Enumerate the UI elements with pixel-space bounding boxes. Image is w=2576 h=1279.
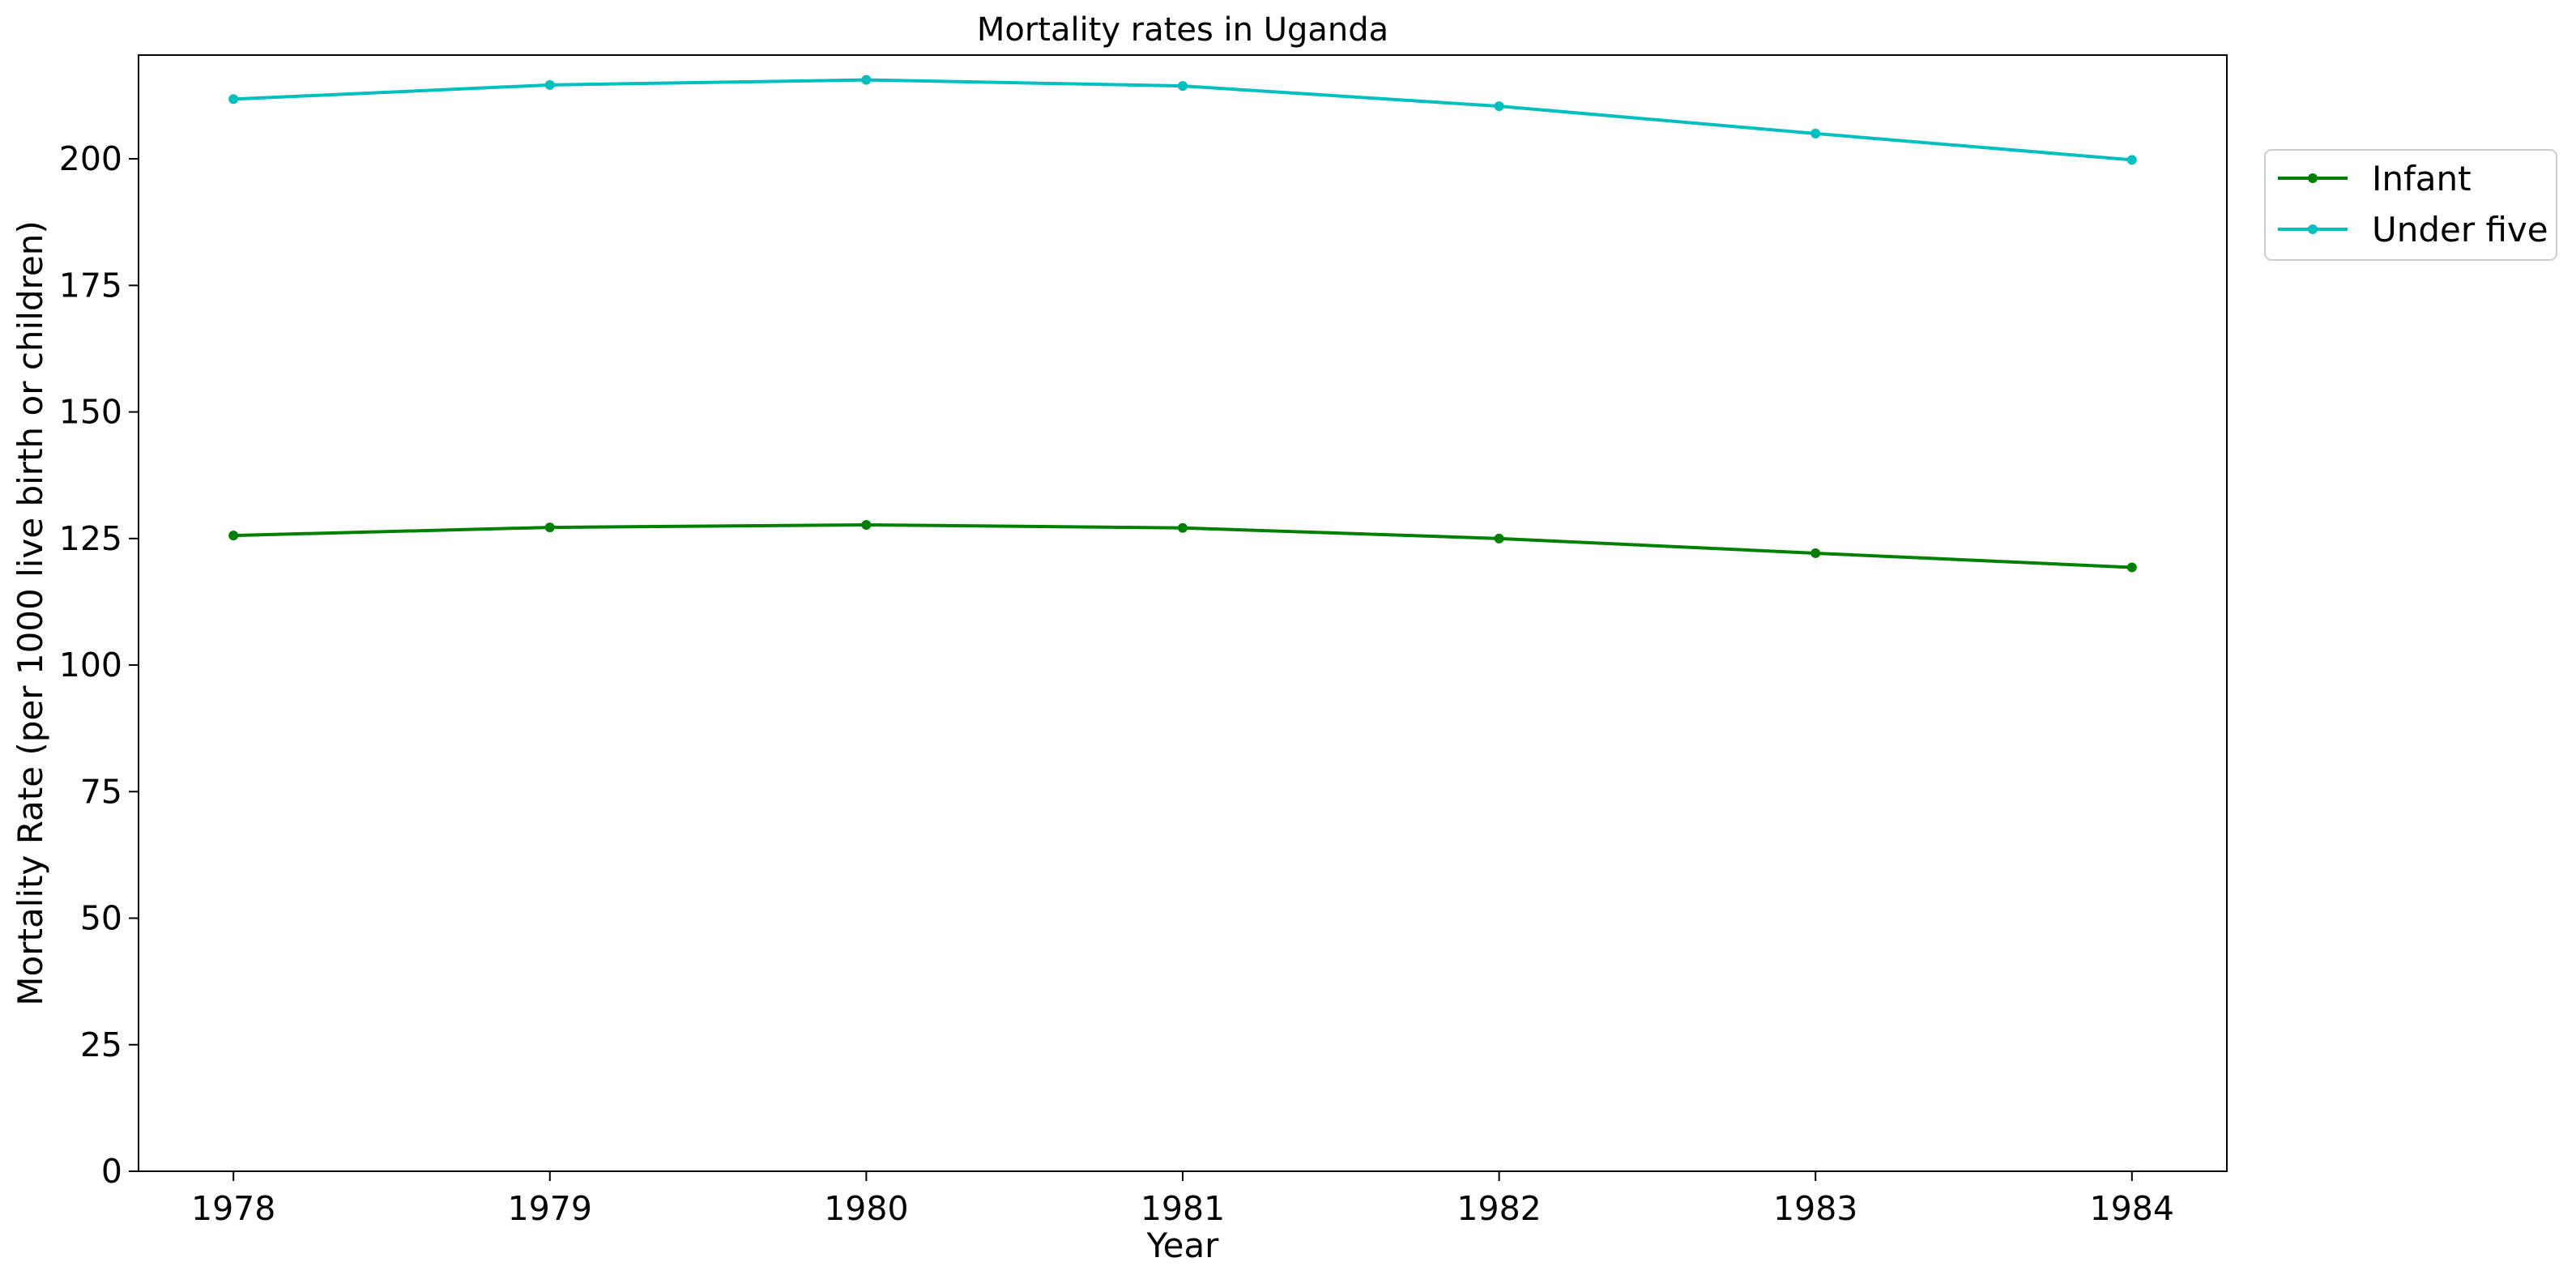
legend-marker-infant bbox=[2308, 173, 2318, 183]
series-layer bbox=[228, 75, 2137, 573]
legend-marker-under-five bbox=[2308, 224, 2318, 234]
data-point-infant bbox=[1494, 533, 1504, 544]
y-tick-label: 25 bbox=[80, 1025, 122, 1064]
x-axis-ticks: 1978 1979 1980 1981 1982 1983 1984 bbox=[191, 1171, 2174, 1228]
data-point-under-five bbox=[1178, 81, 1188, 92]
x-tick-label: 1978 bbox=[191, 1189, 275, 1228]
x-tick-label: 1982 bbox=[1456, 1189, 1541, 1228]
x-tick-label: 1984 bbox=[2090, 1189, 2174, 1228]
legend: Infant Under five bbox=[2264, 149, 2557, 261]
y-tick-label: 125 bbox=[59, 519, 122, 558]
x-tick-label: 1980 bbox=[824, 1189, 908, 1228]
y-axis-ticks: 0 25 50 75 100 125 150 175 200 bbox=[59, 139, 139, 1191]
data-point-under-five bbox=[228, 94, 239, 104]
chart-title: Mortality rates in Uganda bbox=[977, 11, 1388, 49]
legend-label-infant: Infant bbox=[2372, 159, 2472, 198]
x-tick-label: 1979 bbox=[508, 1189, 592, 1228]
y-tick-label: 150 bbox=[59, 393, 122, 432]
data-point-infant bbox=[2126, 562, 2137, 573]
y-tick-label: 50 bbox=[80, 899, 122, 938]
data-point-under-five bbox=[2126, 155, 2137, 165]
x-tick-label: 1983 bbox=[1773, 1189, 1857, 1228]
y-tick-label: 200 bbox=[59, 139, 122, 178]
data-point-infant bbox=[1810, 548, 1821, 558]
legend-label-under-five: Under five bbox=[2372, 210, 2548, 249]
data-point-infant bbox=[861, 519, 872, 530]
data-point-infant bbox=[544, 522, 555, 533]
y-tick-label: 75 bbox=[80, 772, 122, 811]
data-point-infant bbox=[228, 531, 239, 541]
data-point-under-five bbox=[544, 79, 555, 90]
plot-area-frame bbox=[138, 54, 2228, 1172]
y-tick-label: 175 bbox=[59, 266, 122, 305]
y-axis-label: Mortality Rate (per 1000 live birth or c… bbox=[11, 220, 50, 1005]
data-point-under-five bbox=[861, 75, 872, 85]
y-tick-label: 100 bbox=[59, 646, 122, 684]
x-axis-label: Year bbox=[1146, 1226, 1220, 1265]
x-tick-label: 1981 bbox=[1141, 1189, 1225, 1228]
data-point-under-five bbox=[1494, 101, 1504, 112]
data-point-infant bbox=[1178, 522, 1188, 533]
y-tick-label: 0 bbox=[101, 1152, 122, 1191]
data-point-under-five bbox=[1810, 128, 1821, 139]
